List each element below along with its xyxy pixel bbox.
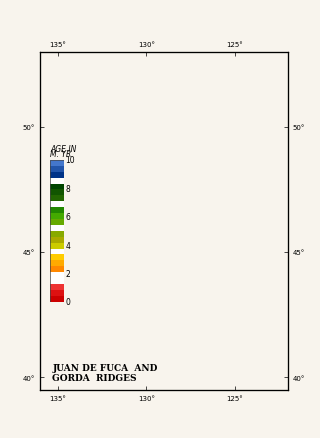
Text: 2: 2 (66, 269, 70, 278)
Text: 8: 8 (66, 184, 70, 193)
Text: 10: 10 (66, 156, 75, 165)
Bar (50, 237, 64, 243)
Text: M. YR: M. YR (50, 150, 71, 159)
Bar (50, 226, 64, 231)
Bar (50, 272, 64, 279)
Bar (50, 231, 64, 237)
Bar (50, 190, 64, 196)
Bar (50, 296, 64, 302)
Bar (50, 184, 64, 190)
Bar (50, 290, 64, 296)
Bar (50, 208, 64, 214)
Bar (50, 178, 64, 184)
Bar (50, 243, 64, 249)
Bar (50, 284, 64, 290)
Bar (50, 249, 64, 255)
Text: AGE IN: AGE IN (50, 145, 76, 154)
Text: 4: 4 (66, 241, 70, 250)
Bar (50, 261, 64, 267)
Bar (50, 172, 64, 178)
Text: 6: 6 (66, 213, 70, 222)
Bar (50, 255, 64, 261)
Bar (50, 267, 64, 272)
Text: JUAN DE FUCA  AND: JUAN DE FUCA AND (52, 364, 158, 372)
Bar (50, 202, 64, 208)
Text: GORDA  RIDGES: GORDA RIDGES (52, 374, 137, 382)
Bar (50, 196, 64, 202)
Text: 0: 0 (66, 298, 70, 307)
Bar (50, 166, 64, 172)
Bar (50, 214, 64, 219)
Bar (50, 160, 64, 166)
Bar (50, 219, 64, 226)
Bar (50, 279, 64, 284)
